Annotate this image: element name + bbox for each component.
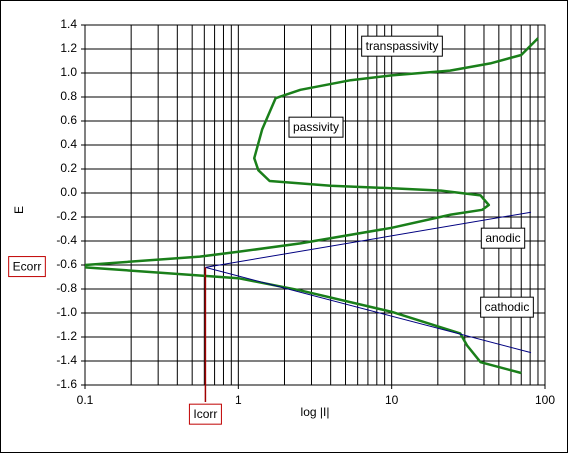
annotation: anodic bbox=[485, 231, 520, 245]
y-tick-label: -1.0 bbox=[56, 305, 77, 319]
y-tick-label: -1.2 bbox=[56, 329, 77, 343]
annotation-box bbox=[288, 116, 344, 138]
line-series bbox=[205, 211, 532, 268]
y-tick-label: 1.2 bbox=[60, 41, 77, 55]
y-axis-label: E bbox=[12, 206, 26, 214]
y-tick-label: 1.4 bbox=[60, 17, 77, 31]
x-tick-label: 0.1 bbox=[77, 393, 94, 407]
x-tick-label: 1 bbox=[235, 393, 242, 407]
line-series bbox=[85, 37, 539, 375]
y-tick-label: -0.2 bbox=[56, 209, 77, 223]
icorr-label: Icorr bbox=[193, 407, 217, 421]
plot-area bbox=[84, 24, 546, 386]
y-tick-label: 0.8 bbox=[60, 89, 77, 103]
y-tick-label: 1.0 bbox=[60, 65, 77, 79]
y-tick-label: 0.4 bbox=[60, 137, 77, 151]
annotation: transpassivity bbox=[366, 39, 439, 53]
y-tick-label: 0.6 bbox=[60, 113, 77, 127]
annotation: cathodic bbox=[485, 300, 530, 314]
annotation: passivity bbox=[293, 120, 339, 134]
line-series bbox=[205, 266, 532, 354]
annotation-box bbox=[480, 227, 526, 249]
y-tick-label: 0.2 bbox=[60, 161, 77, 175]
plot-lines bbox=[85, 37, 539, 375]
y-tick-label: -1.6 bbox=[56, 377, 77, 391]
ecorr-label: Ecorr bbox=[13, 260, 42, 274]
icorr-label-box bbox=[188, 403, 222, 425]
ecorr-label-box bbox=[8, 256, 46, 278]
y-tick-label: -0.6 bbox=[56, 257, 77, 271]
x-tick-label: 10 bbox=[385, 393, 399, 407]
x-tick-label: 100 bbox=[535, 393, 555, 407]
y-tick-label: -1.4 bbox=[56, 353, 77, 367]
annotation-box bbox=[361, 35, 443, 57]
y-tick-label: -0.8 bbox=[56, 281, 77, 295]
annotation-box bbox=[480, 296, 534, 318]
y-tick-label: 0.0 bbox=[60, 185, 77, 199]
x-axis-label: log |I| bbox=[301, 405, 330, 419]
y-tick-label: -0.4 bbox=[56, 233, 77, 247]
